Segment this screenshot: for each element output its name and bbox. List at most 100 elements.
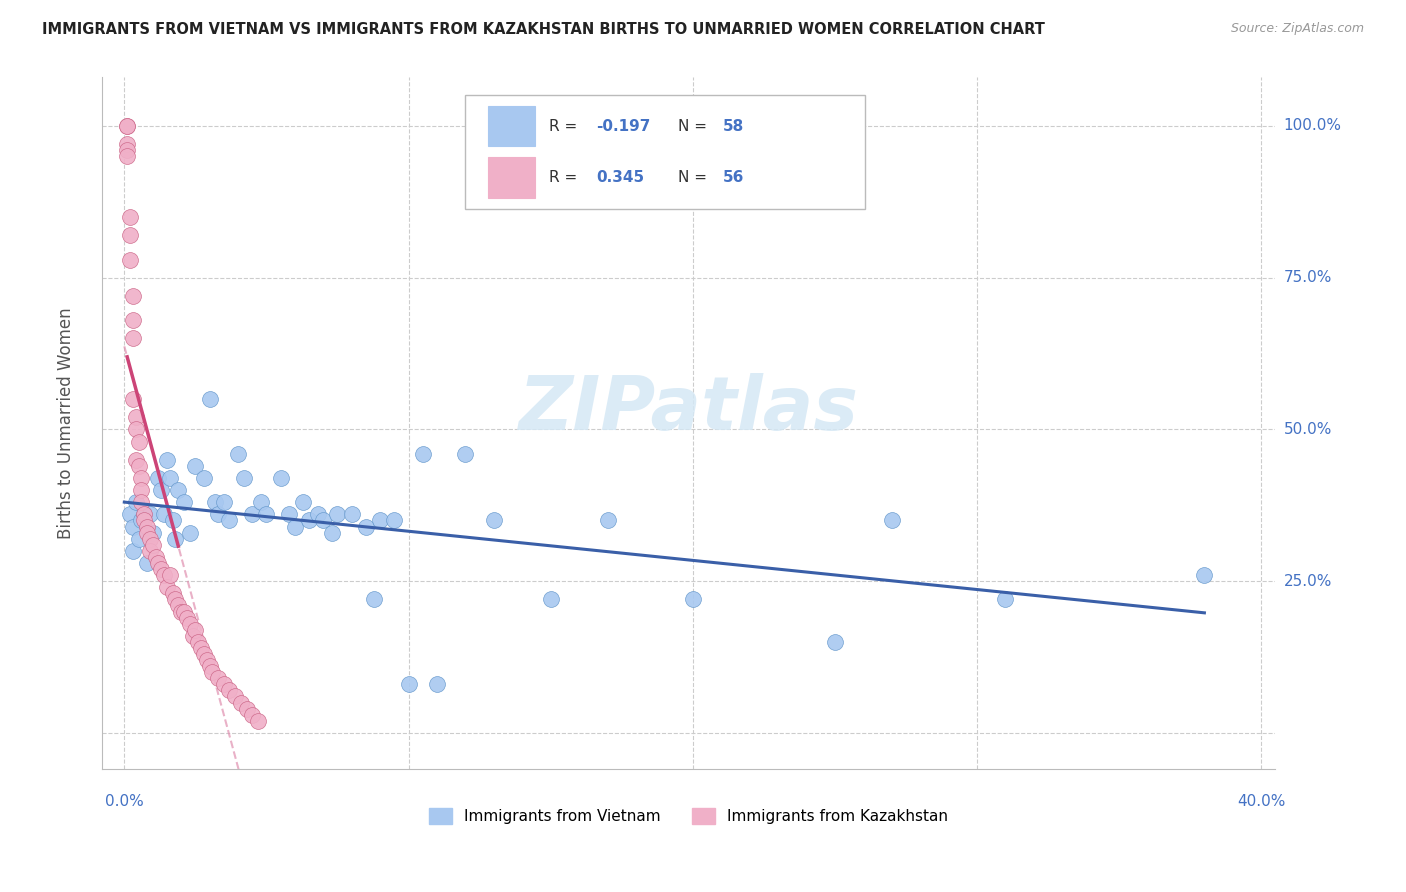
Point [148, 471, 170, 485]
Point [232, 471, 254, 485]
Point [162, 586, 184, 600]
Legend: Immigrants from Vietnam, Immigrants from Kazakhstan: Immigrants from Vietnam, Immigrants from… [429, 808, 948, 824]
Point [153, 568, 176, 582]
Point [454, 447, 477, 461]
Point [115, 119, 138, 133]
Point [124, 495, 146, 509]
Point [128, 532, 150, 546]
Point [134, 508, 156, 522]
Point [368, 513, 391, 527]
Point [170, 605, 193, 619]
Point [412, 447, 434, 461]
Point [193, 471, 215, 485]
Text: 56: 56 [723, 170, 744, 185]
Point [121, 392, 143, 406]
Point [994, 592, 1017, 607]
Point [218, 683, 240, 698]
Point [254, 508, 277, 522]
Point [121, 519, 143, 533]
Point [124, 410, 146, 425]
Point [184, 623, 207, 637]
Point [148, 556, 170, 570]
Point [307, 508, 329, 522]
Point [173, 605, 195, 619]
Point [150, 483, 173, 497]
Point [824, 635, 846, 649]
Point [121, 331, 143, 345]
Point [235, 701, 257, 715]
Point [139, 508, 162, 522]
Point [179, 616, 201, 631]
Point [354, 519, 377, 533]
Point [596, 513, 619, 527]
Point [142, 525, 165, 540]
Text: 75.0%: 75.0% [1284, 270, 1331, 285]
Point [131, 483, 153, 497]
Text: ZIPatlas: ZIPatlas [519, 373, 859, 446]
Point [150, 562, 173, 576]
Point [142, 538, 165, 552]
Point [190, 640, 212, 655]
Point [340, 508, 363, 522]
Text: N =: N = [678, 119, 707, 134]
Point [156, 452, 179, 467]
Point [270, 471, 292, 485]
Point [115, 149, 138, 163]
Point [207, 508, 229, 522]
Text: IMMIGRANTS FROM VIETNAM VS IMMIGRANTS FROM KAZAKHSTAN BIRTHS TO UNMARRIED WOMEN : IMMIGRANTS FROM VIETNAM VS IMMIGRANTS FR… [42, 22, 1045, 37]
Point [115, 143, 138, 157]
Point [1194, 568, 1216, 582]
Point [278, 508, 301, 522]
Bar [488, 158, 534, 198]
Point [118, 508, 141, 522]
Text: 0.0%: 0.0% [105, 794, 143, 809]
Point [121, 544, 143, 558]
Point [240, 707, 263, 722]
Point [139, 544, 162, 558]
Point [136, 519, 159, 533]
Point [212, 495, 235, 509]
Point [181, 629, 204, 643]
Point [880, 513, 903, 527]
Point [118, 210, 141, 224]
Point [321, 525, 343, 540]
Point [165, 592, 187, 607]
Point [207, 671, 229, 685]
Point [145, 549, 167, 564]
Point [118, 252, 141, 267]
Point [682, 592, 704, 607]
Point [159, 471, 181, 485]
Point [224, 690, 246, 704]
Point [134, 508, 156, 522]
Y-axis label: Births to Unmarried Women: Births to Unmarried Women [58, 308, 75, 539]
Point [382, 513, 405, 527]
Point [134, 513, 156, 527]
Point [179, 525, 201, 540]
Text: 0.345: 0.345 [596, 170, 644, 185]
Point [115, 119, 138, 133]
Text: N =: N = [678, 170, 707, 185]
Point [201, 665, 224, 680]
Point [139, 532, 162, 546]
Point [482, 513, 505, 527]
Point [165, 532, 187, 546]
Point [284, 519, 307, 533]
Point [298, 513, 321, 527]
Point [131, 513, 153, 527]
Point [131, 495, 153, 509]
Point [204, 495, 226, 509]
Point [363, 592, 385, 607]
Point [198, 392, 221, 406]
Point [167, 483, 190, 497]
Point [226, 447, 249, 461]
Point [124, 452, 146, 467]
Point [124, 422, 146, 436]
Text: 25.0%: 25.0% [1284, 574, 1331, 589]
Point [118, 228, 141, 243]
Point [246, 714, 269, 728]
Point [136, 525, 159, 540]
Point [115, 137, 138, 152]
Text: 100.0%: 100.0% [1284, 119, 1341, 134]
Point [212, 677, 235, 691]
Point [153, 508, 176, 522]
